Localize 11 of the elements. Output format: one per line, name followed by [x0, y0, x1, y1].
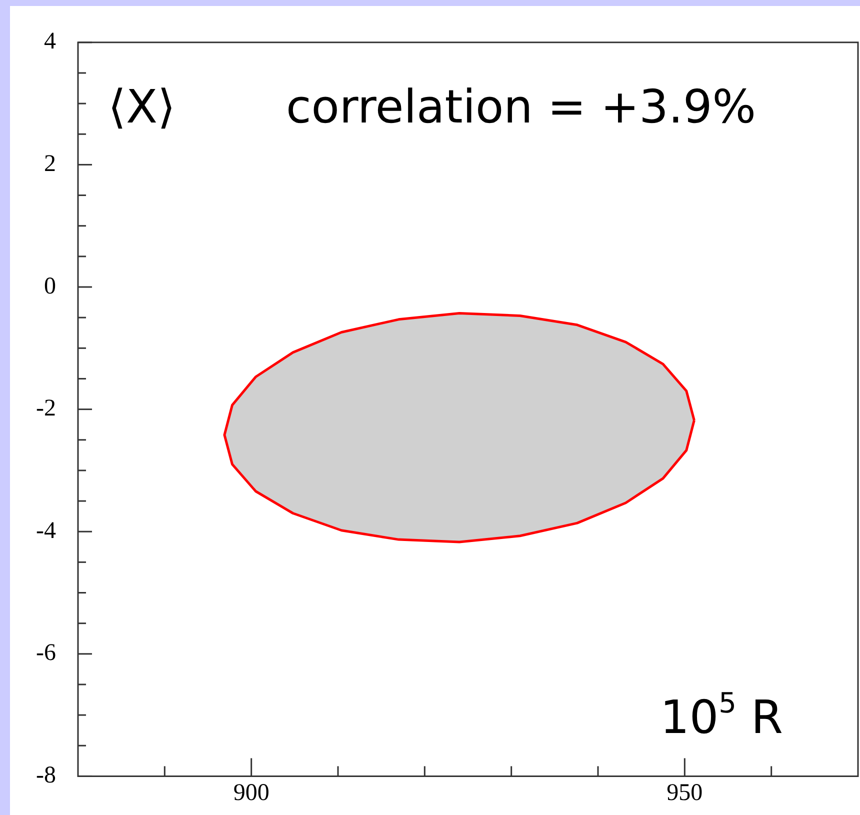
annotation: ⟨X⟩ — [108, 79, 176, 134]
x-tick-label: 950 — [666, 780, 703, 806]
y-tick-label: 0 — [44, 273, 56, 300]
x-tick-label: 900 — [233, 780, 270, 806]
annotation: correlation = +3.9% — [286, 79, 756, 134]
y-tick-label: -8 — [36, 762, 56, 788]
y-tick-label: 2 — [44, 150, 56, 177]
y-tick-label: -6 — [36, 640, 56, 666]
y-tick-label: 4 — [44, 28, 56, 55]
y-tick-label: -2 — [36, 396, 56, 422]
y-tick-label: -4 — [36, 518, 56, 544]
